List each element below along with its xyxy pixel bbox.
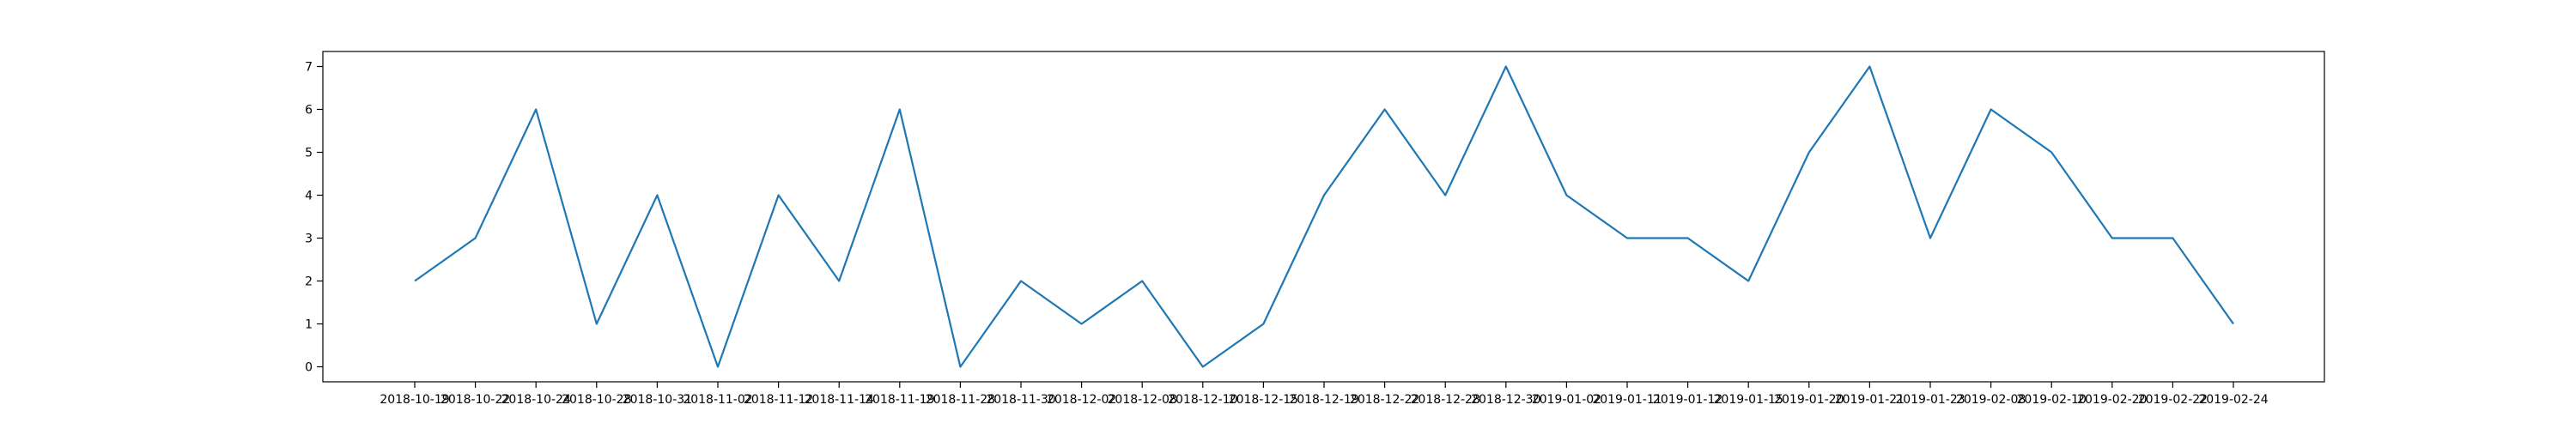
x-tick-label: 2018-10-19 xyxy=(380,393,449,407)
x-tick-label: 2018-12-22 xyxy=(1350,393,1419,407)
x-tick-label: 2018-12-30 xyxy=(1471,393,1540,407)
series-line xyxy=(414,65,2234,368)
x-tick-label: 2018-11-12 xyxy=(744,393,813,407)
x-tick-label: 2018-12-02 xyxy=(1047,393,1116,407)
x-tick-label: 2019-01-20 xyxy=(1774,393,1844,407)
y-tick-label: 3 xyxy=(305,233,313,246)
x-tick-label: 2019-01-23 xyxy=(1895,393,1965,407)
x-tick-label: 2019-02-22 xyxy=(2138,393,2208,407)
y-tick-label: 1 xyxy=(305,318,313,332)
x-tick-label: 2018-10-28 xyxy=(562,393,631,407)
y-tick-label: 5 xyxy=(305,147,313,160)
x-tick-label: 2019-02-24 xyxy=(2198,393,2268,407)
x-tick-label: 2018-12-08 xyxy=(1108,393,1177,407)
x-tick-label: 2018-11-14 xyxy=(805,393,874,407)
x-tick-label: 2019-01-21 xyxy=(1835,393,1905,407)
plot-frame xyxy=(322,51,2325,383)
x-tick-label: 2018-11-19 xyxy=(865,393,934,407)
x-tick-label: 2019-01-11 xyxy=(1592,393,1662,407)
y-tick-label: 7 xyxy=(305,61,313,75)
x-tick-label: 2018-12-28 xyxy=(1411,393,1480,407)
y-axis: 0 1 2 3 4 5 6 7 xyxy=(305,61,323,375)
x-tick-label: 2018-11-02 xyxy=(683,393,752,407)
x-tick-label: 2018-10-31 xyxy=(623,393,692,407)
x-tick-label: 2018-12-19 xyxy=(1289,393,1358,407)
y-tick-label: 6 xyxy=(305,104,313,118)
x-tick-label: 2019-02-20 xyxy=(2077,393,2147,407)
y-tick-label: 2 xyxy=(305,275,313,289)
x-tick-label: 2018-12-10 xyxy=(1168,393,1237,407)
x-tick-label: 2019-01-02 xyxy=(1532,393,1601,407)
x-tick-label: 2018-11-28 xyxy=(926,393,995,407)
x-tick-label: 2019-01-15 xyxy=(1714,393,1783,407)
x-axis: 2018-10-192018-10-222018-10-242018-10-28… xyxy=(380,382,2269,407)
x-tick-label: 2018-11-30 xyxy=(986,393,1055,407)
x-tick-label: 2019-02-08 xyxy=(1956,393,2026,407)
x-tick-label: 2018-10-24 xyxy=(501,393,571,407)
x-tick-label: 2019-02-10 xyxy=(2017,393,2087,407)
series-group xyxy=(414,65,2234,368)
x-tick-label: 2018-12-15 xyxy=(1229,393,1298,407)
y-tick-label: 0 xyxy=(305,361,313,375)
x-tick-label: 2018-10-22 xyxy=(440,393,510,407)
x-tick-label: 2019-01-12 xyxy=(1653,393,1722,407)
y-tick-label: 4 xyxy=(305,190,313,203)
